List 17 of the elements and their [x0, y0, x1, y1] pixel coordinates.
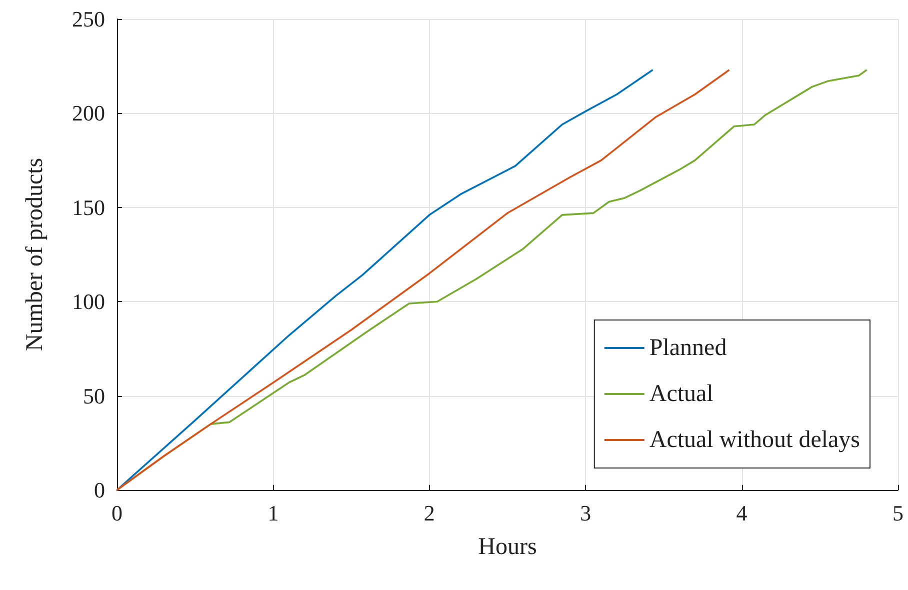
x-tick-label: 0 [112, 500, 122, 526]
y-tick-label: 150 [72, 194, 105, 220]
y-tick-label: 0 [94, 478, 105, 502]
x-tick-label: 4 [736, 500, 748, 526]
y-tick-label: 200 [72, 100, 105, 126]
x-tick-label: 5 [892, 500, 904, 526]
y-tick-label: 100 [72, 289, 105, 314]
x-tick-label: 2 [424, 500, 435, 526]
x-tick-label: 3 [580, 500, 592, 526]
x-tick-label: 1 [268, 500, 279, 526]
y-tick-label: 250 [72, 6, 105, 32]
y-tick-label: 50 [83, 383, 105, 408]
legend-label: Actual without delays [649, 427, 860, 453]
legend-label: Planned [649, 335, 727, 361]
y-axis-title: Number of products [22, 158, 48, 352]
legend-label: Actual [649, 381, 714, 407]
x-axis-title: Hours [478, 534, 537, 560]
